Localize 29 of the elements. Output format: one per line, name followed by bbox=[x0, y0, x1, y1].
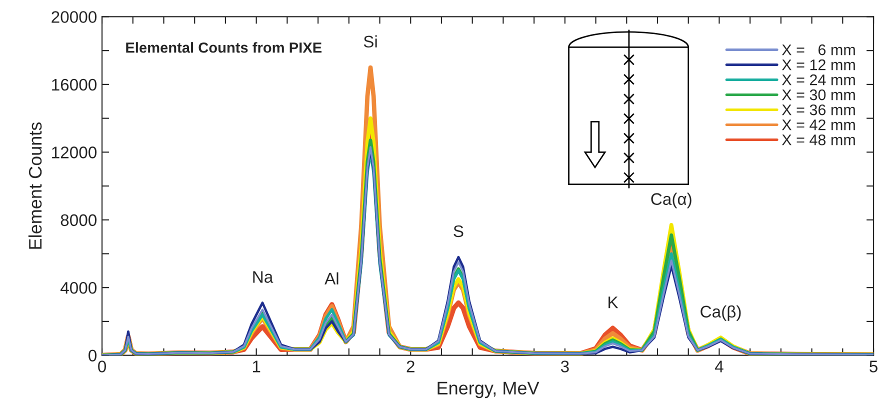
x-tick-label: 0 bbox=[98, 360, 106, 372]
annotation: S bbox=[454, 225, 464, 238]
x-tick-label: 2 bbox=[406, 360, 414, 372]
text: Elemental Counts from PIXE bbox=[126, 42, 322, 53]
annotation: Na bbox=[253, 271, 274, 283]
y-tick-label: 4000 bbox=[60, 282, 97, 294]
y-tick-label: 20000 bbox=[52, 11, 97, 23]
annotation: Ca(α) bbox=[651, 192, 692, 208]
y-axis-title: Element Counts bbox=[28, 122, 42, 249]
y-tick-label: 8000 bbox=[60, 214, 97, 226]
legend-label: X = 12 mm bbox=[782, 59, 855, 70]
legend-label: X = 36 mm bbox=[782, 104, 855, 116]
legend-label: X = 6 mm bbox=[782, 44, 855, 56]
legend-label: X = 48 mm bbox=[782, 134, 855, 146]
annotation: Ca(β) bbox=[700, 305, 741, 321]
x-tick-label: 1 bbox=[252, 360, 260, 372]
annotation: Si bbox=[364, 35, 377, 48]
y-tick-label: 0 bbox=[88, 350, 97, 362]
annotation: K bbox=[608, 296, 618, 308]
y-tick-label: 16000 bbox=[52, 78, 97, 91]
legend-label: X = 30 mm bbox=[782, 89, 855, 100]
legend-label: X = 42 mm bbox=[782, 119, 855, 130]
x-tick-label: 4 bbox=[714, 360, 724, 372]
x-tick-label: 5 bbox=[870, 360, 878, 372]
x-tick-label: 3 bbox=[560, 360, 569, 372]
annotation: Al bbox=[324, 272, 338, 284]
y-tick-label: 12000 bbox=[52, 146, 97, 158]
legend-label: X = 24 mm bbox=[782, 74, 855, 86]
x-axis-title: Energy, MeV bbox=[438, 382, 540, 398]
